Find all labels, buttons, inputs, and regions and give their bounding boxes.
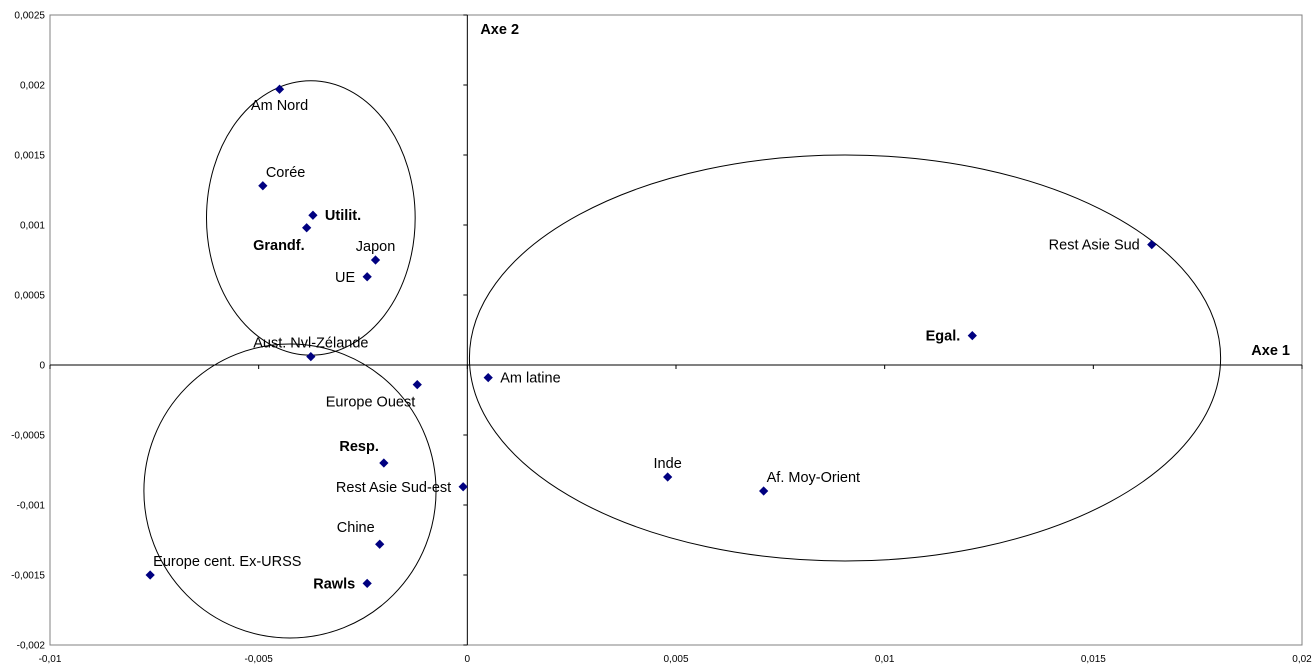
point-label-af-moy-orient: Af. Moy-Orient [767, 470, 860, 486]
data-point-chine [375, 539, 385, 549]
y-tick-label: -0,001 [17, 501, 46, 512]
y-tick-label: 0,0005 [14, 291, 45, 302]
point-label-chine: Chine [337, 520, 375, 536]
point-label-resp: Resp. [339, 439, 379, 455]
point-label-egal: Egal. [926, 329, 961, 345]
data-point-egal [967, 330, 977, 341]
point-label-rawls: Rawls [313, 576, 355, 592]
data-point-coree [258, 181, 268, 191]
data-point-inde [663, 472, 673, 482]
group-ellipse-top-left-group [206, 80, 416, 356]
data-point-resp [379, 458, 389, 468]
x-tick-label: -0,005 [244, 654, 273, 665]
data-point-aust-nvl-zelande [306, 351, 316, 362]
point-label-europe-ouest: Europe Ouest [326, 395, 415, 411]
y-tick-label: 0 [39, 361, 45, 372]
data-point-am-nord [274, 84, 285, 94]
y-tick-label: -0,0005 [11, 431, 45, 442]
data-point-rest-asie-sud-est [458, 482, 468, 492]
data-point-europe-cent-ex-urss [145, 570, 155, 580]
data-point-grandf [302, 223, 312, 233]
point-label-coree: Corée [266, 165, 306, 181]
point-label-am-latine: Am latine [500, 371, 560, 387]
plot-frame [49, 14, 1303, 646]
y-tick-label: 0,0025 [14, 11, 45, 22]
group-ellipse-bottom-left-group [143, 343, 437, 639]
point-label-utilit: Utilit. [325, 208, 361, 224]
data-point-am-latine [483, 372, 493, 383]
group-ellipse-right-group [468, 154, 1222, 562]
point-label-am-nord: Am Nord [251, 98, 308, 114]
y-tick-label: 0,001 [20, 221, 45, 232]
data-point-utilit [308, 210, 318, 220]
x-tick-label: 0 [465, 654, 471, 665]
point-label-japon: Japon [356, 239, 396, 255]
x-tick-label: 0,01 [875, 654, 895, 665]
data-point-ue [362, 272, 372, 282]
data-point-japon [370, 255, 381, 265]
point-label-grandf: Grandf. [253, 238, 305, 254]
y-tick-label: -0,002 [17, 641, 46, 652]
x-tick-label: -0,01 [39, 654, 62, 665]
y-axis-title: Axe 2 [480, 22, 519, 38]
point-label-ue: UE [335, 270, 355, 286]
point-label-rest-asie-sud: Rest Asie Sud [1049, 238, 1140, 254]
x-tick-label: 0,015 [1081, 654, 1106, 665]
x-tick-label: 0,02 [1292, 654, 1312, 665]
y-tick-label: -0,0015 [11, 571, 45, 582]
point-label-aust-nvl-zelande: Aust. Nvl-Zélande [253, 336, 368, 352]
point-label-inde: Inde [654, 456, 682, 472]
y-tick-label: 0,002 [20, 81, 45, 92]
point-label-europe-cent-ex-urss: Europe cent. Ex-URSS [153, 554, 301, 570]
data-point-rest-asie-sud [1147, 239, 1157, 250]
x-axis-title: Axe 1 [1251, 343, 1290, 359]
data-point-europe-ouest [412, 379, 422, 390]
point-label-rest-asie-sud-est: Rest Asie Sud-est [336, 480, 451, 496]
data-point-af-moy-orient [759, 486, 769, 496]
x-tick-label: 0,005 [663, 654, 688, 665]
data-point-rawls [362, 578, 372, 589]
y-tick-label: 0,0015 [14, 151, 45, 162]
